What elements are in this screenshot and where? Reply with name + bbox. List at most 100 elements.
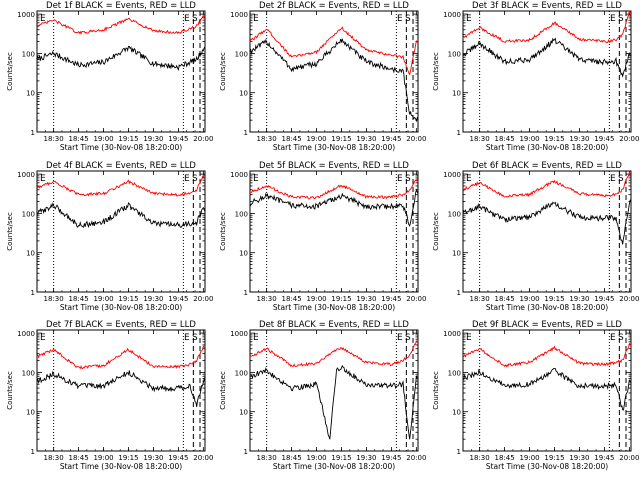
chart-panel-1f: Det 1f BLACK = Events, RED = LLD 1 10 100 10…	[6, 1, 213, 152]
x-tick-label: 19:45	[381, 454, 401, 462]
x-tick-label: 19:15	[544, 295, 564, 303]
plot-frame	[462, 10, 632, 133]
x-tick-label: 18:30	[44, 295, 64, 303]
y-axis-label: Counts/sec	[432, 212, 440, 251]
x-tick-label: 19:15	[118, 454, 138, 462]
y-axis-label: Counts/sec	[432, 371, 440, 410]
plot-frame	[36, 10, 206, 133]
x-tick-label: 20:00	[193, 135, 213, 143]
x-axis-label: Start Time (30-Nov-08 18:20:00)	[273, 462, 395, 471]
x-tick-label: 19:30	[143, 135, 163, 143]
y-tick-label: 10	[26, 90, 35, 98]
event-marker-S: S	[192, 14, 198, 24]
y-tick-label: 1000	[443, 11, 461, 19]
x-tick-label: 20:00	[406, 454, 426, 462]
x-tick-label: 18:30	[470, 454, 490, 462]
y-tick-label: 100	[235, 369, 248, 377]
y-tick-label: 10	[239, 90, 248, 98]
x-tick-label: 18:30	[257, 454, 277, 462]
series-line-events	[249, 38, 419, 123]
event-marker-E: E	[184, 14, 190, 24]
chart-title: Det 7f BLACK = Events, RED = LLD	[46, 320, 196, 330]
x-tick-label: 18:45	[281, 454, 301, 462]
event-marker-S: S	[618, 14, 624, 24]
x-tick-label: 19:30	[143, 295, 163, 303]
event-marker-S: S	[405, 333, 411, 343]
x-axis-label: Start Time (30-Nov-08 18:20:00)	[60, 303, 182, 312]
y-axis-label: Counts/sec	[6, 52, 14, 91]
event-marker-S: S	[618, 333, 624, 343]
chart-panel-6f: Det 6f BLACK = Events, RED = LLD 1 10 100 10…	[432, 161, 639, 312]
x-tick-label: 18:30	[257, 295, 277, 303]
x-tick-label: 19:15	[118, 295, 138, 303]
series-line-events	[462, 368, 632, 411]
plot-frame	[462, 170, 632, 293]
series-line-events	[249, 364, 419, 440]
event-marker-E: E	[40, 333, 46, 343]
chart-panel-3f: Det 3f BLACK = Events, RED = LLD 1 10 100 10…	[432, 1, 639, 152]
y-tick-label: 100	[235, 50, 248, 58]
series-line-lld	[462, 10, 632, 44]
x-tick-label: 19:45	[381, 135, 401, 143]
series-line-events	[462, 37, 632, 78]
x-tick-label: 20:00	[193, 295, 213, 303]
x-tick-label: 19:15	[544, 135, 564, 143]
y-tick-label: 10	[452, 90, 461, 98]
x-tick-label: 19:00	[519, 295, 539, 303]
x-tick-label: 19:15	[118, 135, 138, 143]
x-tick-label: 19:00	[93, 295, 113, 303]
x-tick-label: 19:00	[93, 135, 113, 143]
chart-panel-9f: Det 9f BLACK = Events, RED = LLD 1 10 100 10…	[432, 320, 639, 471]
plot-frame	[36, 170, 206, 293]
chart-title: Det 5f BLACK = Events, RED = LLD	[259, 161, 409, 171]
x-tick-label: 20:00	[619, 295, 639, 303]
plot-frame	[249, 329, 419, 452]
x-tick-label: 20:00	[406, 295, 426, 303]
event-marker-E: E	[397, 174, 403, 184]
x-axis-label: Start Time (30-Nov-08 18:20:00)	[486, 303, 608, 312]
x-axis-label: Start Time (30-Nov-08 18:20:00)	[60, 462, 182, 471]
y-tick-label: 100	[448, 50, 461, 58]
event-marker-E: E	[466, 14, 472, 24]
y-tick-label: 10	[239, 250, 248, 258]
x-tick-label: 18:45	[494, 295, 514, 303]
y-tick-label: 100	[235, 210, 248, 218]
x-tick-label: 19:30	[569, 135, 589, 143]
x-axis-label: Start Time (30-Nov-08 18:20:00)	[60, 143, 182, 152]
series-line-lld	[249, 26, 419, 76]
event-marker-E: E	[184, 174, 190, 184]
x-tick-label: 18:45	[494, 454, 514, 462]
x-axis-label: Start Time (30-Nov-08 18:20:00)	[486, 462, 608, 471]
x-tick-label: 19:15	[331, 135, 351, 143]
event-marker-S: S	[192, 333, 198, 343]
x-tick-label: 19:30	[356, 135, 376, 143]
x-tick-label: 18:30	[44, 135, 64, 143]
event-marker-E: E	[610, 174, 616, 184]
x-tick-label: 19:00	[519, 135, 539, 143]
x-tick-label: 19:45	[168, 295, 188, 303]
y-axis-label: Counts/sec	[432, 52, 440, 91]
series-line-lld	[462, 342, 632, 368]
y-tick-label: 100	[448, 369, 461, 377]
series-line-lld	[36, 174, 206, 197]
chart-title: Det 3f BLACK = Events, RED = LLD	[472, 1, 622, 11]
chart-title: Det 4f BLACK = Events, RED = LLD	[46, 161, 196, 171]
event-marker-E: E	[466, 333, 472, 343]
y-tick-label: 1	[457, 448, 461, 456]
chart-title: Det 9f BLACK = Events, RED = LLD	[472, 320, 622, 330]
event-marker-E: E	[466, 174, 472, 184]
x-axis-label: Start Time (30-Nov-08 18:20:00)	[486, 143, 608, 152]
event-marker-E: E	[40, 174, 46, 184]
event-marker-E: E	[610, 14, 616, 24]
chart-title: Det 6f BLACK = Events, RED = LLD	[472, 161, 622, 171]
event-marker-E: E	[397, 333, 403, 343]
y-tick-label: 1000	[230, 330, 248, 338]
y-axis-label: Counts/sec	[6, 371, 14, 410]
event-marker-E: E	[397, 14, 403, 24]
plot-frame	[249, 170, 419, 293]
event-marker-E: E	[253, 14, 259, 24]
series-line-events	[249, 188, 419, 227]
chart-panel-5f: Det 5f BLACK = Events, RED = LLD 1 10 100 10…	[219, 161, 426, 312]
series-line-lld	[36, 345, 206, 370]
chart-title: Det 8f BLACK = Events, RED = LLD	[259, 320, 409, 330]
